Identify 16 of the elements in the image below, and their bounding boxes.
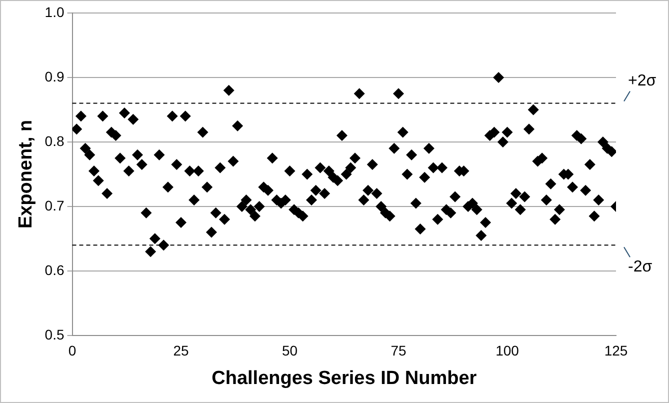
y-tick-label: 0.7 [44,197,64,214]
y-tick-label: 1.0 [44,4,64,20]
ref-line-label: -2σ [628,258,652,276]
y-axis-title: Exponent, n [16,120,37,229]
x-tick-label: 0 [68,342,76,359]
x-axis-title: Challenges Series ID Number [212,368,478,389]
x-tick-label: 25 [173,342,190,359]
x-tick-label: 50 [282,342,298,359]
x-tick-label: 100 [496,342,520,359]
y-tick-label: 0.5 [44,326,64,342]
ref-line-label: +2σ [628,72,656,90]
y-tick-label: 0.9 [44,68,64,84]
x-tick-label: 75 [390,342,406,359]
y-tick-label: 0.6 [44,262,64,278]
y-tick-label: 0.8 [44,132,64,149]
x-tick-label: 125 [604,342,628,359]
